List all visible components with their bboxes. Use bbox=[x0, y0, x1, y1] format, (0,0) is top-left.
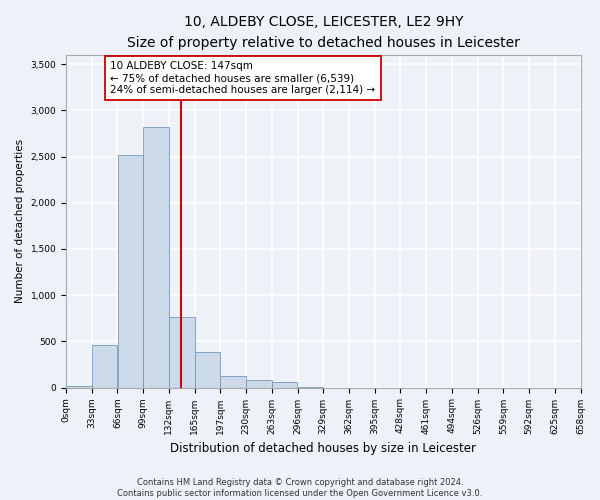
Bar bbox=[143, 127, 169, 388]
X-axis label: Distribution of detached houses by size in Leicester: Distribution of detached houses by size … bbox=[170, 442, 476, 455]
Text: Contains HM Land Registry data © Crown copyright and database right 2024.
Contai: Contains HM Land Registry data © Crown c… bbox=[118, 478, 482, 498]
Bar bbox=[272, 382, 298, 388]
Bar bbox=[220, 376, 246, 388]
Bar bbox=[169, 318, 194, 388]
Bar bbox=[246, 380, 272, 388]
Y-axis label: Number of detached properties: Number of detached properties bbox=[15, 139, 25, 304]
Bar bbox=[66, 386, 92, 388]
Bar bbox=[92, 345, 118, 388]
Bar bbox=[118, 154, 143, 388]
Title: 10, ALDEBY CLOSE, LEICESTER, LE2 9HY
Size of property relative to detached house: 10, ALDEBY CLOSE, LEICESTER, LE2 9HY Siz… bbox=[127, 15, 520, 50]
Text: 10 ALDEBY CLOSE: 147sqm
← 75% of detached houses are smaller (6,539)
24% of semi: 10 ALDEBY CLOSE: 147sqm ← 75% of detache… bbox=[110, 62, 376, 94]
Bar bbox=[195, 352, 220, 388]
